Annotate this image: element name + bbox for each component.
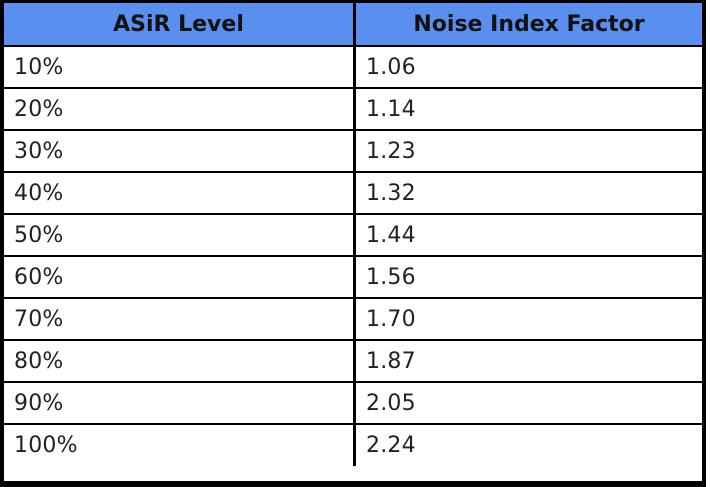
asir-level-cell: 40% [4,173,356,213]
table-row: 50% 1.44 [4,215,702,257]
asir-level-cell: 10% [4,47,356,87]
table-row: 40% 1.32 [4,173,702,215]
asir-level-cell: 80% [4,341,356,381]
asir-level-cell: 30% [4,131,356,171]
noise-index-factor-cell: 1.87 [366,348,416,374]
header-asir-level: ASiR Level [4,3,356,45]
noise-index-factor-cell: 1.23 [366,138,416,164]
header-noise-index-factor: Noise Index Factor [413,11,645,37]
noise-index-factor-cell: 1.06 [366,54,416,80]
table-body: 10% 1.06 20% 1.14 30% 1.23 40% 1.32 50% … [4,47,702,466]
table-row: 10% 1.06 [4,47,702,89]
noise-index-factor-cell: 2.24 [366,433,416,458]
asir-level-cell: 50% [4,215,356,255]
asir-level-cell: 20% [4,89,356,129]
table-row: 100% 2.24 [4,425,702,466]
asir-level-cell: 90% [4,383,356,423]
table-row: 90% 2.05 [4,383,702,425]
table-row: 30% 1.23 [4,131,702,173]
table-row: 80% 1.87 [4,341,702,383]
asir-level-cell: 70% [4,299,356,339]
asir-level-cell: 100% [4,425,356,466]
noise-index-factor-cell: 1.44 [366,222,416,248]
noise-index-factor-cell: 1.32 [366,180,416,206]
noise-index-factor-cell: 1.56 [366,264,416,290]
noise-index-factor-cell: 2.05 [366,390,416,416]
table-row: 70% 1.70 [4,299,702,341]
asir-level-cell: 60% [4,257,356,297]
table-row: 60% 1.56 [4,257,702,299]
table-header-row: ASiR Level Noise Index Factor [4,3,702,47]
noise-index-factor-cell: 1.70 [366,306,416,332]
table-row: 20% 1.14 [4,89,702,131]
noise-index-factor-cell: 1.14 [366,96,416,122]
